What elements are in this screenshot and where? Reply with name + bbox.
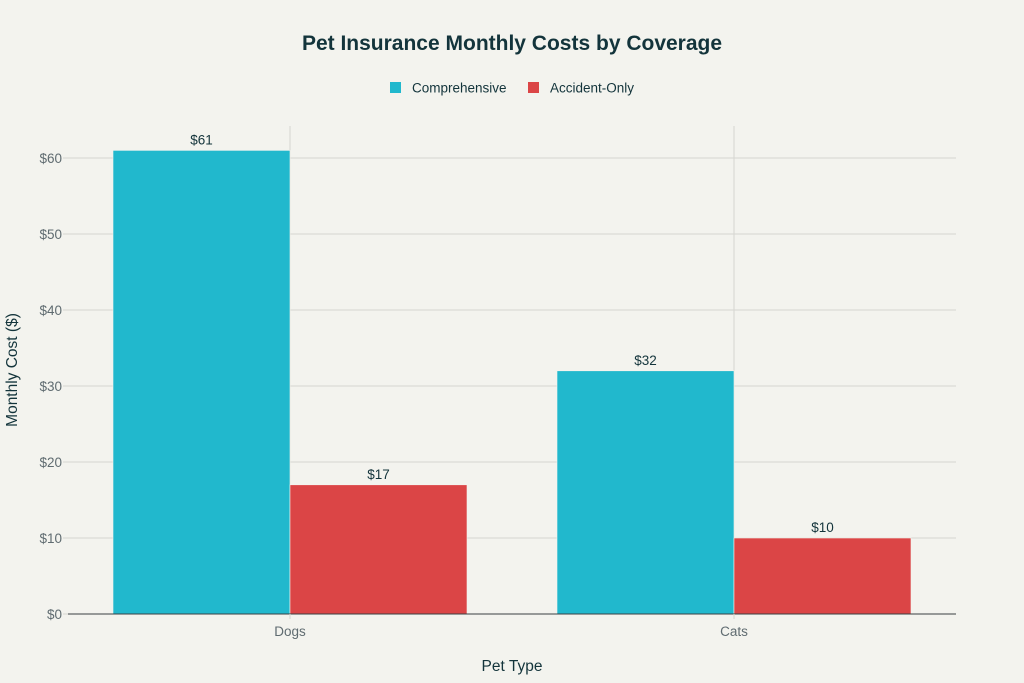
data-label-dogs-accident-only: $17 — [367, 467, 390, 482]
legend: Comprehensive Accident-Only — [390, 81, 634, 96]
y-tick-label: $60 — [39, 151, 62, 166]
y-tick-label: $40 — [39, 303, 62, 318]
x-tick-label-dogs: Dogs — [274, 624, 306, 639]
bars — [112, 150, 912, 615]
legend-swatch-accident-only — [528, 82, 539, 93]
legend-item-comprehensive[interactable]: Comprehensive — [390, 81, 507, 96]
data-label-cats-comprehensive: $32 — [634, 353, 657, 368]
chart-title: Pet Insurance Monthly Costs by Coverage — [302, 32, 722, 55]
y-tick-label: $20 — [39, 455, 62, 470]
y-tick-label: $0 — [47, 607, 62, 622]
legend-label-comprehensive: Comprehensive — [412, 81, 507, 96]
bar-cats-accident-only[interactable] — [733, 537, 912, 615]
y-tick-label: $30 — [39, 379, 62, 394]
y-tick-label: $10 — [39, 531, 62, 546]
bar-dogs-comprehensive[interactable] — [112, 150, 291, 615]
data-label-dogs-comprehensive: $61 — [190, 132, 213, 147]
x-tick-label-cats: Cats — [720, 624, 748, 639]
y-axis-ticks: $0 $10 $20 $30 $40 $50 $60 — [39, 151, 68, 622]
y-axis-label: Monthly Cost ($) — [4, 313, 21, 427]
data-labels: $61 $17 $32 $10 — [190, 132, 834, 535]
legend-item-accident-only[interactable]: Accident-Only — [528, 81, 634, 96]
legend-label-accident-only: Accident-Only — [550, 81, 634, 96]
y-tick-label: $50 — [39, 227, 62, 242]
x-axis-label: Pet Type — [482, 658, 543, 675]
legend-swatch-comprehensive — [390, 82, 401, 93]
data-label-cats-accident-only: $10 — [811, 520, 834, 535]
x-axis-ticks: Dogs Cats — [274, 614, 748, 639]
bar-dogs-accident-only[interactable] — [289, 484, 468, 615]
bar-cats-comprehensive[interactable] — [556, 370, 735, 615]
